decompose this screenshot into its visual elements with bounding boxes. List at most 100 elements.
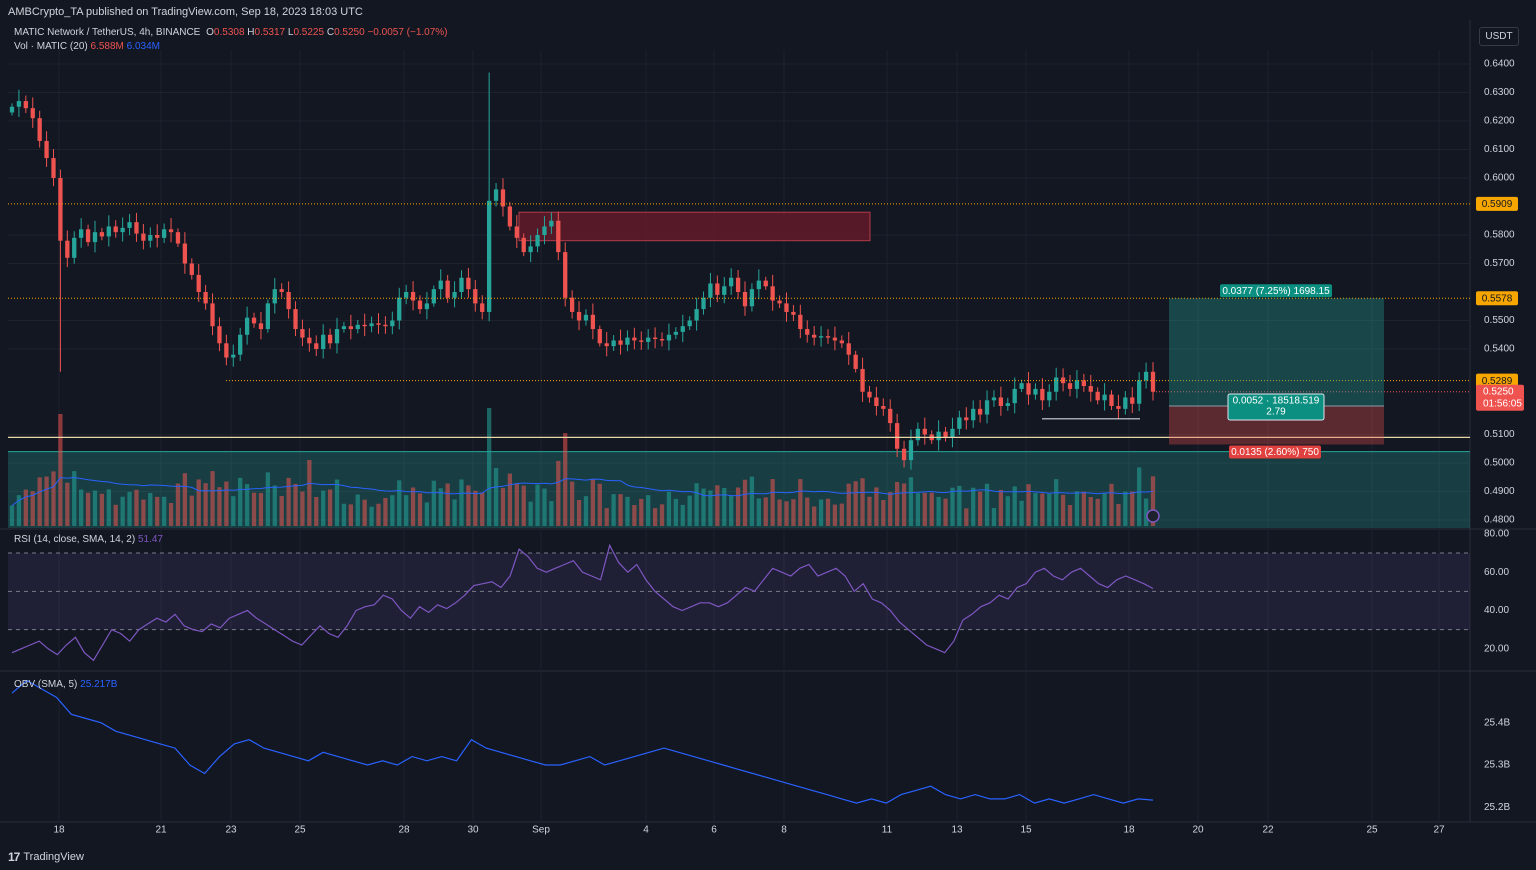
- candle[interactable]: [459, 277, 464, 292]
- candle[interactable]: [1033, 388, 1038, 395]
- candle[interactable]: [293, 309, 298, 330]
- candle[interactable]: [549, 220, 554, 227]
- candle[interactable]: [777, 300, 782, 304]
- candle[interactable]: [431, 289, 436, 304]
- candle[interactable]: [812, 334, 817, 338]
- candle[interactable]: [44, 140, 49, 159]
- candle[interactable]: [1054, 377, 1059, 392]
- candle[interactable]: [355, 324, 360, 330]
- candle[interactable]: [341, 326, 347, 330]
- candle[interactable]: [839, 340, 844, 344]
- candle[interactable]: [646, 337, 651, 342]
- candle[interactable]: [618, 340, 623, 345]
- candle[interactable]: [410, 292, 416, 301]
- candle[interactable]: [625, 337, 630, 345]
- candle[interactable]: [182, 243, 188, 264]
- candle[interactable]: [680, 326, 685, 332]
- candle[interactable]: [300, 329, 305, 338]
- candle[interactable]: [950, 428, 955, 438]
- candle[interactable]: [1047, 391, 1052, 401]
- candle[interactable]: [168, 229, 174, 233]
- candle[interactable]: [155, 235, 160, 238]
- candle[interactable]: [984, 400, 990, 415]
- candle[interactable]: [915, 428, 921, 441]
- candle[interactable]: [832, 337, 838, 341]
- candle[interactable]: [784, 303, 789, 312]
- candle[interactable]: [1088, 386, 1093, 392]
- candle[interactable]: [1067, 383, 1073, 389]
- candle[interactable]: [493, 189, 499, 201]
- candle[interactable]: [85, 229, 91, 243]
- candle[interactable]: [1150, 371, 1156, 392]
- candle[interactable]: [265, 303, 271, 330]
- candle[interactable]: [881, 406, 886, 409]
- candle[interactable]: [874, 397, 879, 406]
- candle[interactable]: [376, 323, 381, 325]
- candle[interactable]: [473, 289, 478, 304]
- candle[interactable]: [1005, 403, 1010, 406]
- candle[interactable]: [404, 292, 409, 298]
- candle[interactable]: [196, 274, 201, 292]
- candle[interactable]: [210, 303, 215, 327]
- candle[interactable]: [383, 324, 388, 327]
- candle[interactable]: [977, 408, 983, 415]
- candle[interactable]: [161, 229, 167, 238]
- candle[interactable]: [1040, 388, 1045, 401]
- candle[interactable]: [92, 232, 98, 243]
- candle[interactable]: [314, 343, 319, 349]
- candle[interactable]: [694, 309, 699, 321]
- candle[interactable]: [1143, 371, 1149, 381]
- candle[interactable]: [971, 408, 976, 421]
- candle[interactable]: [583, 314, 589, 321]
- candle[interactable]: [673, 331, 678, 335]
- candle[interactable]: [687, 320, 692, 327]
- candle[interactable]: [1012, 388, 1017, 404]
- candle[interactable]: [134, 222, 139, 234]
- candle[interactable]: [30, 108, 35, 119]
- candle[interactable]: [424, 303, 430, 310]
- candle[interactable]: [1074, 380, 1080, 389]
- candle[interactable]: [445, 280, 450, 298]
- candle[interactable]: [452, 292, 457, 298]
- candle[interactable]: [487, 200, 492, 312]
- candle[interactable]: [1026, 383, 1031, 395]
- candle[interactable]: [722, 286, 727, 295]
- candle[interactable]: [708, 283, 713, 298]
- candle[interactable]: [901, 448, 907, 461]
- candle[interactable]: [715, 283, 720, 295]
- candle[interactable]: [1109, 394, 1114, 406]
- candle[interactable]: [729, 277, 734, 287]
- candle[interactable]: [307, 337, 312, 344]
- candle[interactable]: [597, 329, 602, 344]
- candle[interactable]: [120, 227, 125, 233]
- candle[interactable]: [1116, 406, 1121, 409]
- tradingview-logo[interactable]: 17 TradingView: [8, 850, 84, 864]
- candle[interactable]: [16, 101, 22, 107]
- candle[interactable]: [521, 237, 526, 253]
- candle[interactable]: [569, 297, 575, 312]
- candle[interactable]: [770, 286, 775, 301]
- candle[interactable]: [701, 297, 706, 310]
- candle[interactable]: [79, 229, 84, 238]
- candle[interactable]: [417, 300, 423, 310]
- candle[interactable]: [894, 423, 900, 449]
- candle[interactable]: [279, 289, 284, 292]
- candle[interactable]: [500, 189, 506, 207]
- candle[interactable]: [528, 246, 533, 253]
- candle[interactable]: [438, 280, 443, 290]
- candle[interactable]: [742, 292, 748, 307]
- candle[interactable]: [334, 329, 340, 344]
- candle[interactable]: [888, 408, 893, 424]
- candle[interactable]: [805, 329, 810, 335]
- candle[interactable]: [908, 440, 914, 461]
- candle[interactable]: [1019, 383, 1024, 389]
- candle[interactable]: [106, 226, 111, 237]
- candle[interactable]: [231, 354, 236, 358]
- candle[interactable]: [51, 158, 56, 178]
- obv-line[interactable]: [11, 679, 1154, 804]
- candle[interactable]: [556, 220, 561, 253]
- candle[interactable]: [390, 320, 395, 327]
- candle[interactable]: [763, 280, 768, 287]
- candle[interactable]: [639, 340, 644, 342]
